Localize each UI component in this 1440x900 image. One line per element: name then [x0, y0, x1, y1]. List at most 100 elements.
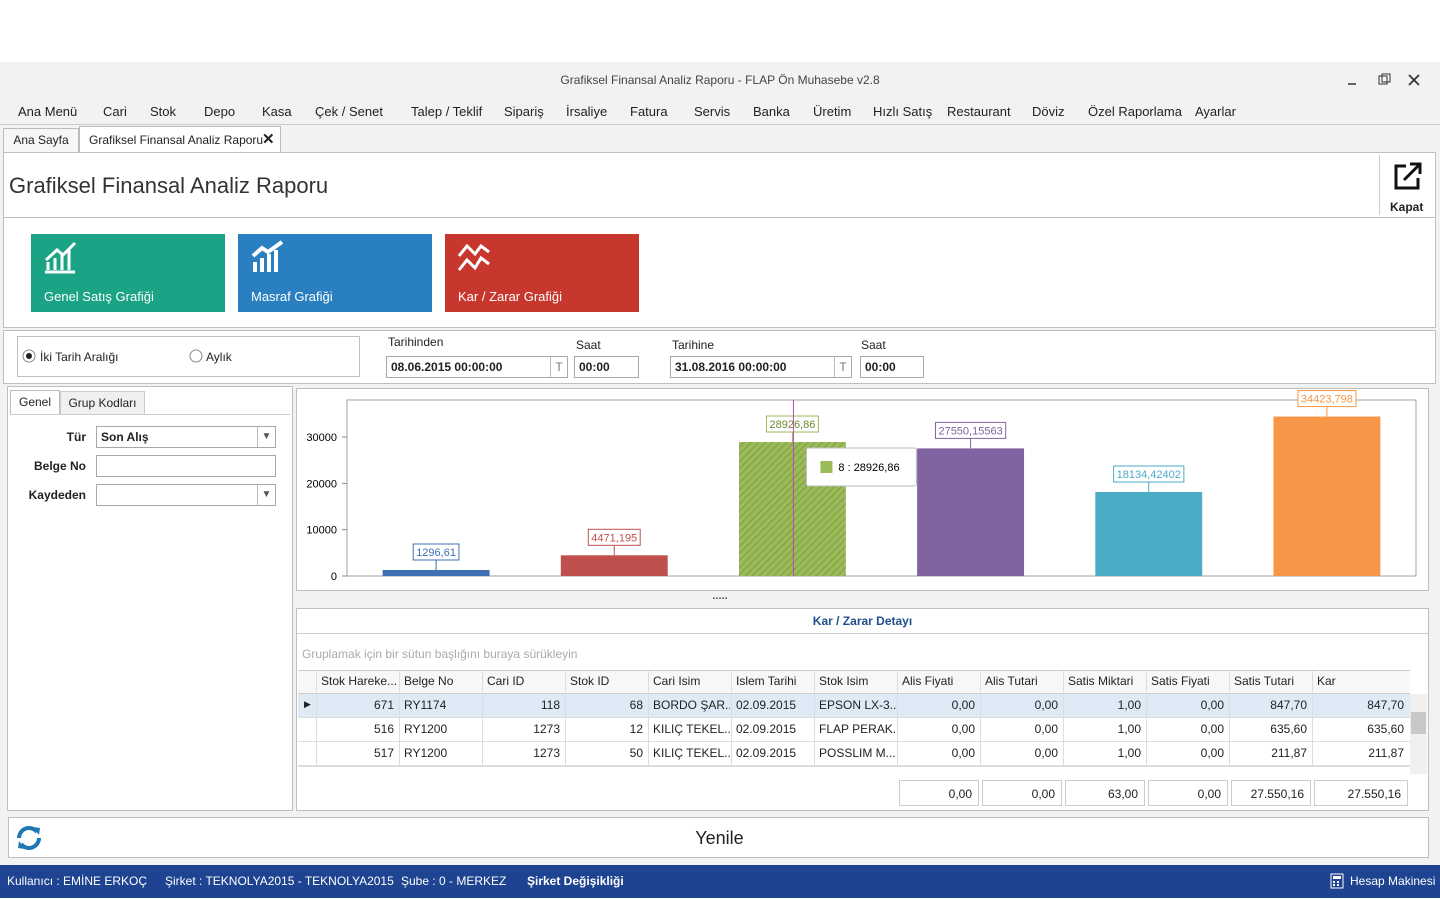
window-controls[interactable] — [1340, 72, 1430, 90]
scrollbar[interactable] — [1410, 694, 1427, 774]
field-input[interactable]: ▼ — [96, 484, 276, 506]
field-label: Saat — [861, 338, 886, 352]
status-branch: Şube : 0 - MERKEZ — [401, 874, 507, 888]
grid-cell: 0,00 — [980, 742, 1062, 765]
grid-cell: 847,70 — [1229, 694, 1311, 717]
refresh-label: Yenile — [695, 828, 744, 848]
date-value: 08.06.2015 00:00:00 — [391, 360, 503, 374]
splitter[interactable]: ..... — [712, 590, 728, 602]
menu-item[interactable]: Servis — [694, 104, 731, 119]
menu-item[interactable]: Fatura — [630, 104, 668, 119]
dropdown-button[interactable]: ▼ — [257, 485, 275, 505]
column-header[interactable]: Satis Miktari — [1063, 671, 1145, 692]
radio[interactable] — [189, 349, 203, 363]
field-input[interactable]: Son Alış ▼ — [96, 426, 276, 448]
menu-item[interactable]: İrsaliye — [566, 104, 608, 119]
menu-item[interactable]: Hızlı Satış — [873, 104, 933, 119]
tile[interactable]: Genel Satış Grafiği — [31, 234, 225, 312]
menu-item[interactable]: Döviz — [1032, 104, 1065, 119]
refresh-bar[interactable]: Yenile — [8, 817, 1429, 858]
radio-group — [17, 336, 360, 377]
status-user: Kullanıcı : EMİNE ERKOÇ — [7, 874, 148, 888]
menu-item[interactable]: Banka — [753, 104, 790, 119]
tab-close[interactable]: ✕ — [262, 131, 275, 148]
column-header[interactable]: Stok ID — [565, 671, 647, 692]
column-header[interactable]: Satis Fiyati — [1146, 671, 1228, 692]
column-header[interactable]: Belge No — [399, 671, 481, 692]
panel-tab[interactable]: Genel — [10, 390, 60, 415]
grid-cell: 1,00 — [1063, 718, 1145, 741]
menu-item[interactable]: Ayarlar — [1195, 104, 1236, 119]
tile-label: Genel Satış Grafiği — [44, 289, 154, 304]
column-header[interactable]: Stok Hareke... — [316, 671, 398, 692]
y-tick-label: 0 — [331, 571, 337, 583]
menu-item[interactable]: Sipariş — [504, 104, 544, 119]
time-input[interactable]: 00:00 — [860, 356, 924, 378]
grid-row[interactable] — [298, 718, 1410, 742]
tooltip-text: 8 : 28926,86 — [838, 462, 899, 474]
field-input[interactable] — [96, 455, 276, 477]
grid-cell: 1,00 — [1063, 694, 1145, 717]
column-header[interactable]: Stok Isim — [814, 671, 896, 692]
field-label: Kaydeden — [28, 488, 86, 502]
grid-cell: 0,00 — [1146, 694, 1228, 717]
grid-cell: 02.09.2015 — [731, 694, 813, 717]
status-change[interactable]: Şirket Değişikliği — [527, 874, 624, 888]
menu-item[interactable]: Kasa — [262, 104, 292, 119]
tooltip-box — [805, 447, 917, 487]
tile[interactable]: Masraf Grafiği — [238, 234, 432, 312]
menu-item[interactable]: Restaurant — [947, 104, 1011, 119]
tile-icon — [44, 241, 77, 274]
value-label-box — [934, 421, 1007, 439]
picker-button[interactable]: T — [834, 357, 851, 377]
panel-tab[interactable]: Grup Kodları — [60, 391, 145, 415]
menu-item[interactable]: Çek / Senet — [315, 104, 383, 119]
radio-checked[interactable] — [22, 349, 36, 363]
total-cell: 0,00 — [982, 780, 1062, 806]
value-label-box — [412, 543, 460, 561]
dropdown-button[interactable]: ▼ — [257, 427, 275, 447]
field-value: Son Alış — [101, 430, 149, 444]
menu-item[interactable]: Ana Menü — [18, 104, 78, 119]
date-input[interactable]: 08.06.2015 00:00:00 T — [386, 356, 568, 378]
menu-item[interactable]: Stok — [150, 104, 177, 119]
time-input[interactable]: 00:00 — [574, 356, 639, 378]
active-tab[interactable]: Grafiksel Finansal Analiz Raporu ✕ — [79, 126, 281, 153]
tooltip-swatch — [820, 461, 833, 473]
grid-cell: 211,87 — [1229, 742, 1311, 765]
menu-item[interactable]: Cari — [103, 104, 127, 119]
column-header[interactable]: Cari Isim — [648, 671, 730, 692]
y-tick-label: 30000 — [306, 432, 337, 444]
date-value: 31.08.2016 00:00:00 — [675, 360, 787, 374]
status-calculator[interactable]: Hesap Makinesi — [1350, 874, 1436, 888]
grid-row[interactable] — [298, 694, 1410, 718]
column-header[interactable]: Kar — [1312, 671, 1408, 692]
grid-cell: 0,00 — [1146, 718, 1228, 741]
column-header[interactable]: Alis Fiyati — [897, 671, 979, 692]
menu-item[interactable]: Özel Raporlama — [1088, 104, 1182, 119]
menu-item[interactable]: Üretim — [813, 104, 852, 119]
column-header[interactable]: Alis Tutari — [980, 671, 1062, 692]
menu-item[interactable]: Talep / Teklif — [411, 104, 483, 119]
total-cell: 27.550,16 — [1231, 780, 1311, 806]
picker-button[interactable]: T — [550, 357, 567, 377]
menu-item[interactable]: Depo — [204, 104, 236, 119]
grid-cell: 0,00 — [897, 694, 979, 717]
column-header[interactable]: Islem Tarihi — [731, 671, 813, 692]
tab-label: Grafiksel Finansal Analiz Raporu — [89, 133, 264, 147]
tile[interactable]: Kar / Zarar Grafiği — [445, 234, 639, 312]
grid-cell: 517 — [316, 742, 398, 765]
column-header[interactable]: Satis Tutari — [1229, 671, 1311, 692]
close-button[interactable]: Kapat — [1379, 155, 1436, 215]
grid-cell: FLAP PERAK... — [814, 718, 896, 741]
scroll-thumb[interactable] — [1411, 712, 1426, 734]
grid-row[interactable] — [298, 742, 1410, 766]
value-label: 4471,195 — [591, 532, 637, 544]
grid-cell: 68 — [565, 694, 647, 717]
column-header[interactable]: Cari ID — [482, 671, 564, 692]
field-label: Tarihinden — [388, 335, 444, 349]
tile-label: Kar / Zarar Grafiği — [458, 289, 563, 304]
date-input[interactable]: 31.08.2016 00:00:00 T — [670, 356, 852, 378]
total-cell: 0,00 — [899, 780, 979, 806]
tab[interactable]: Ana Sayfa — [3, 128, 79, 153]
